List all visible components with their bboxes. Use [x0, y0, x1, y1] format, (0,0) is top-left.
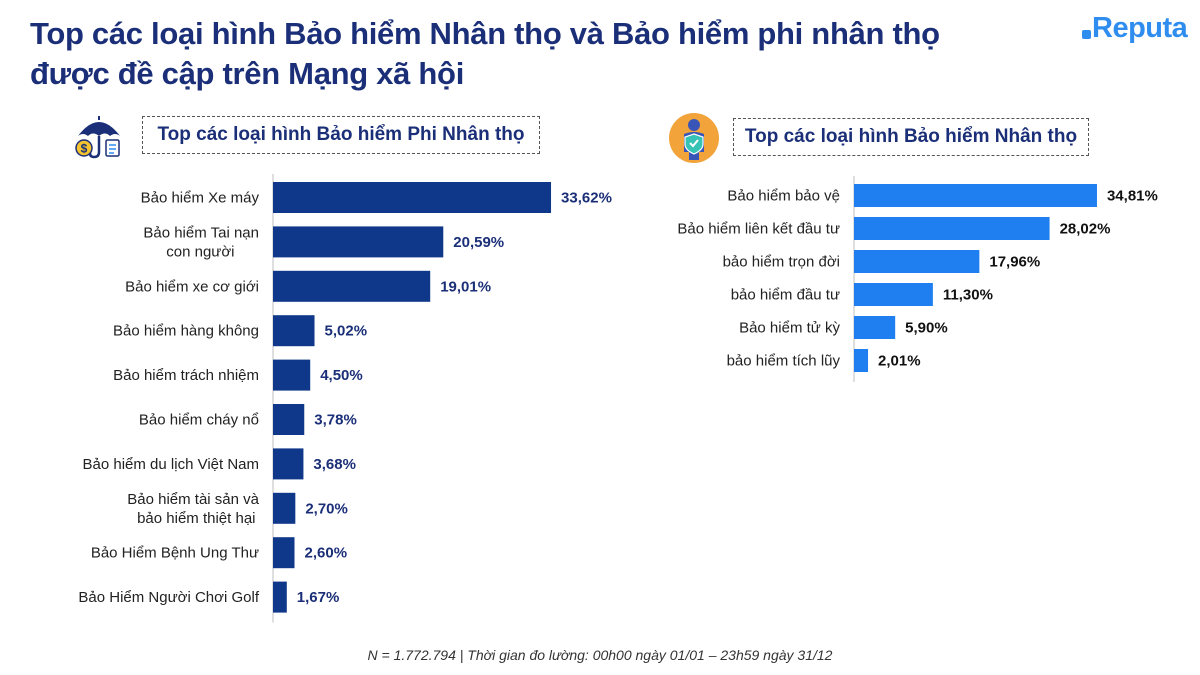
svg-text:$: $ [81, 142, 88, 156]
life-value-label: 34,81% [1107, 188, 1158, 205]
nonlife-value-label: 5,02% [325, 323, 368, 340]
life-bar [854, 217, 1050, 240]
life-category-label: bảo hiểm đầu tư [731, 287, 840, 304]
nonlife-value-label: 1,67% [297, 589, 340, 606]
nonlife-category-label: Bảo Hiểm Bệnh Ung Thư [91, 545, 259, 562]
person-shield-icon [668, 112, 720, 164]
nonlife-value-label: 3,68% [313, 456, 356, 473]
nonlife-value-label: 2,70% [305, 500, 348, 517]
nonlife-category-label: Bảo hiểm xe cơ giới [125, 278, 259, 295]
nonlife-value-label: 3,78% [314, 412, 357, 429]
left-chart-title: Top các loại hình Bảo hiểm Phi Nhân thọ [142, 116, 540, 154]
nonlife-category-label: Bảo hiểm tài sản và bảo hiểm thiệt hại [127, 491, 259, 527]
life-bar [854, 349, 869, 372]
nonlife-bar [273, 315, 315, 347]
nonlife-bar [273, 359, 311, 391]
life-bar [854, 316, 896, 339]
logo-text: Reputa [1092, 11, 1188, 44]
life-category-label: Bảo hiểm bảo vệ [727, 188, 840, 205]
nonlife-value-label: 33,62% [561, 190, 612, 207]
nonlife-bar [273, 448, 304, 480]
life-bar [854, 184, 1097, 207]
title-line-2: được đề cập trên Mạng xã hội [30, 56, 465, 91]
nonlife-value-label: 19,01% [440, 278, 491, 295]
life-category-label: Bảo hiểm liên kết đầu tư [677, 221, 840, 238]
life-category-label: bảo hiểm tích lũy [727, 353, 841, 370]
nonlife-category-label: Bảo hiểm cháy nổ [139, 412, 259, 429]
nonlife-category-label: Bảo Hiểm Người Chơi Golf [78, 589, 259, 606]
umbrella-money-icon: $ [70, 112, 128, 162]
right-chart-title: Top các loại hình Bảo hiểm Nhân thọ [733, 118, 1089, 156]
nonlife-category-label: Bảo hiểm Xe máy [141, 190, 260, 207]
nonlife-category-label: Bảo hiểm du lịch Việt Nam [83, 456, 259, 473]
nonlife-bar [273, 404, 305, 435]
nonlife-value-label: 2,60% [305, 545, 348, 562]
title-line-1: Top các loại hình Bảo hiểm Nhân thọ và B… [30, 16, 940, 51]
nonlife-bar [273, 226, 444, 258]
nonlife-bar [273, 581, 287, 613]
nonlife-bar [273, 537, 295, 569]
nonlife-bar [273, 270, 431, 302]
nonlife-category-label: Bảo hiểm trách nhiệm [113, 367, 259, 384]
life-bar [854, 283, 933, 306]
life-category-label: Bảo hiểm tử kỳ [739, 320, 840, 337]
footnote: N = 1.772.794 | Thời gian đo lường: 00h0… [367, 647, 833, 663]
life-bar [854, 250, 980, 273]
nonlife-value-label: 4,50% [320, 367, 363, 384]
life-value-label: 5,90% [905, 320, 948, 337]
life-value-label: 28,02% [1060, 221, 1111, 238]
reputa-logo: Reputa [1082, 8, 1188, 48]
logo-mark-icon [1082, 29, 1091, 39]
life-value-label: 2,01% [878, 353, 921, 370]
nonlife-bar [273, 492, 296, 524]
nonlife-value-label: 20,59% [453, 234, 504, 251]
nonlife-category-label: Bảo hiểm hàng không [113, 323, 259, 340]
nonlife-category-label: Bảo hiểm Tai nạn con người [143, 224, 259, 260]
nonlife-bar [273, 182, 552, 213]
life-category-label: bảo hiểm trọn đời [723, 254, 840, 271]
life-value-label: 17,96% [989, 254, 1040, 271]
life-value-label: 11,30% [943, 287, 993, 304]
page-title: Top các loại hình Bảo hiểm Nhân thọ và B… [30, 14, 1050, 94]
